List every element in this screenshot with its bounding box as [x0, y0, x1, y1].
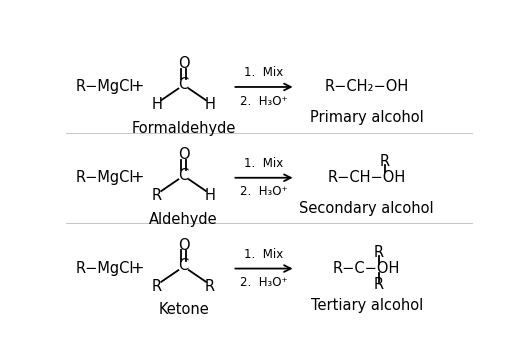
- Text: R: R: [374, 277, 384, 292]
- Text: +: +: [130, 170, 143, 185]
- Text: Tertiary alcohol: Tertiary alcohol: [311, 298, 423, 313]
- Text: +: +: [130, 80, 143, 94]
- Text: R: R: [152, 188, 162, 203]
- Text: +: +: [130, 261, 143, 276]
- Text: C: C: [178, 258, 189, 274]
- Text: R: R: [374, 245, 384, 260]
- Text: C: C: [178, 77, 189, 92]
- Text: H: H: [205, 188, 215, 203]
- Text: R: R: [380, 154, 390, 169]
- Text: H: H: [205, 97, 215, 112]
- Text: Ketone: Ketone: [158, 302, 209, 318]
- Text: C: C: [178, 168, 189, 183]
- Text: Primary alcohol: Primary alcohol: [310, 110, 424, 125]
- Text: Aldehyde: Aldehyde: [149, 212, 218, 227]
- Text: R−CH₂−OH: R−CH₂−OH: [324, 80, 409, 94]
- Text: 2.  H₃O⁺: 2. H₃O⁺: [240, 95, 288, 108]
- Text: H: H: [152, 97, 163, 112]
- Text: O: O: [178, 56, 190, 71]
- Text: R−C−OH: R−C−OH: [333, 261, 401, 276]
- Text: R: R: [205, 279, 215, 294]
- Text: R−CH−OH: R−CH−OH: [328, 170, 406, 185]
- Text: 2.  H₃O⁺: 2. H₃O⁺: [240, 276, 288, 289]
- Text: R−MgCl: R−MgCl: [76, 80, 134, 94]
- Text: Secondary alcohol: Secondary alcohol: [299, 201, 434, 216]
- Text: 2.  H₃O⁺: 2. H₃O⁺: [240, 186, 288, 198]
- Text: R−MgCl: R−MgCl: [76, 170, 134, 185]
- Text: Formaldehyde: Formaldehyde: [131, 121, 236, 136]
- Text: O: O: [178, 147, 190, 162]
- Text: O: O: [178, 238, 190, 253]
- Text: 1.  Mix: 1. Mix: [244, 157, 284, 170]
- Text: 1.  Mix: 1. Mix: [244, 248, 284, 261]
- Text: 1.  Mix: 1. Mix: [244, 67, 284, 79]
- Text: R−MgCl: R−MgCl: [76, 261, 134, 276]
- Text: R: R: [152, 279, 162, 294]
